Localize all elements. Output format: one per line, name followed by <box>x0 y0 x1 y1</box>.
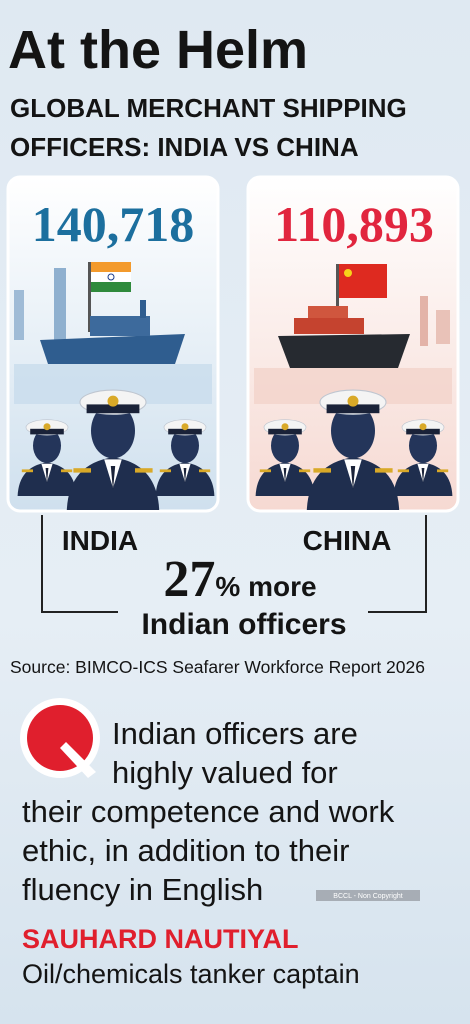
quote-line: fluency in English <box>22 872 263 907</box>
quote: Indian officers are highly valued for th… <box>22 716 395 907</box>
subtitle: OFFICERS: INDIA VS CHINA <box>10 132 359 162</box>
speaker-role: Oil/chemicals tanker captain <box>22 959 360 989</box>
china-count: 110,893 <box>274 196 434 252</box>
title: At the Helm <box>8 20 308 80</box>
china-label: CHINA <box>303 525 392 556</box>
china-card: 110,893 <box>246 175 460 513</box>
speaker-name: SAUHARD NAUTIYAL <box>22 924 299 954</box>
subtitle: GLOBAL MERCHANT SHIPPING <box>10 93 407 123</box>
source: Source: BIMCO-ICS Seafarer Workforce Rep… <box>10 657 425 677</box>
india-label: INDIA <box>62 525 138 556</box>
comparison-figure: 27 <box>163 551 215 608</box>
quote-line: ethic, in addition to their <box>22 833 349 868</box>
credit-box <box>316 890 420 901</box>
quote-line: their competence and work <box>22 794 395 829</box>
credit: BCCL - Non Copyright <box>333 893 402 900</box>
quote-icon <box>20 698 100 778</box>
india-card: 140,718 <box>6 175 220 513</box>
india-count: 140,718 <box>32 196 195 252</box>
comparison: 27% more <box>163 551 316 608</box>
quote-line: highly valued for <box>112 755 338 790</box>
bracket <box>41 515 427 613</box>
comparison-unit: % more <box>215 571 316 602</box>
comparison-text: Indian officers <box>141 608 346 641</box>
quote-line: Indian officers are <box>112 716 358 751</box>
